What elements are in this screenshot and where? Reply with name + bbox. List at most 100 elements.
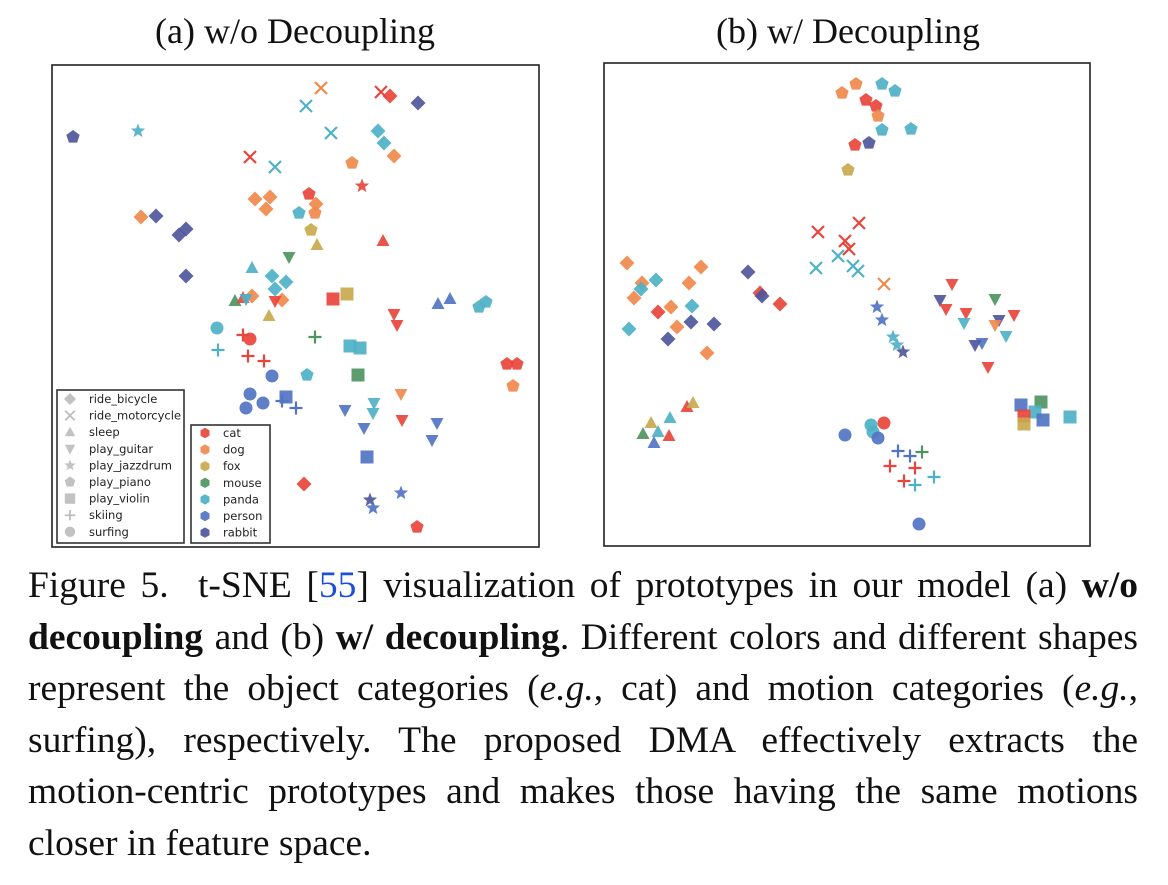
tsne-figure: (a) w/o Decoupling (b) w/ Decoupling rid…: [51, 11, 1091, 548]
scatter-point-play-piano-panda: [300, 368, 314, 381]
scatter-point-play-guitar-person: [425, 435, 439, 447]
panel-a-points: [66, 81, 524, 533]
scatter-point-play-piano-dog: [871, 109, 885, 122]
legend-label-fox: fox: [223, 459, 241, 473]
legend-marker-fox: [200, 461, 210, 472]
panel-b-title: (b) w/ Decoupling: [716, 11, 980, 51]
scatter-point-play-guitar-mouse: [282, 252, 296, 264]
scatter-point-ride-bicycle-dog: [693, 259, 709, 275]
scatter-point-play-jazzdrum-person: [365, 500, 381, 515]
scatter-point-ride-motorcycle-panda: [268, 160, 282, 174]
scatter-point-surfing-person: [838, 428, 852, 442]
scatter-point-ride-bicycle-rabbit: [706, 316, 722, 332]
caption-bold-b: w/ decoupling: [335, 616, 560, 658]
scatter-point-play-piano-panda: [904, 122, 918, 135]
scatter-point-ride-motorcycle-panda: [851, 264, 865, 278]
scatter-point-ride-bicycle-rabbit: [410, 95, 426, 111]
scatter-point-ride-motorcycle-cat: [852, 216, 866, 230]
legend-label-ride-bicycle: ride_bicycle: [89, 392, 157, 406]
scatter-point-play-jazzdrum-rabbit: [362, 492, 378, 507]
scatter-point-ride-bicycle-cat: [772, 296, 788, 312]
scatter-point-ride-bicycle-panda: [267, 281, 283, 297]
scatter-point-sleep-person: [431, 297, 445, 309]
scatter-point-play-piano-dog: [345, 156, 359, 169]
scatter-point-play-violin-fox: [340, 287, 354, 301]
scatter-point-sleep-person: [443, 292, 457, 304]
scatter-point-sleep-panda: [663, 411, 677, 423]
caption-text-1: t-SNE [: [197, 565, 319, 606]
scatter-point-play-piano-panda: [875, 123, 889, 136]
scatter-point-play-violin-mouse: [351, 368, 365, 382]
scatter-point-skiing-cat: [257, 354, 271, 368]
scatter-point-play-guitar-person: [430, 418, 444, 430]
caption-text-6: , surfing), respectively. The proposed D…: [28, 668, 1138, 864]
scatter-point-play-guitar-cat: [939, 304, 953, 316]
scatter-point-play-jazzdrum-person: [393, 485, 409, 500]
scatter-point-ride-bicycle-panda: [278, 274, 294, 290]
scatter-point-ride-bicycle-dog: [247, 191, 263, 207]
scatter-point-play-piano-dog: [835, 86, 849, 99]
legend-label-panda: panda: [223, 492, 259, 506]
scatter-point-skiing-person: [289, 401, 303, 415]
scatter-point-play-piano-fox: [841, 163, 855, 176]
scatter-point-ride-motorcycle-panda: [809, 261, 823, 275]
citation-link[interactable]: 55: [318, 565, 357, 606]
caption-eg-2: e.g.: [1074, 668, 1129, 709]
scatter-point-play-guitar-cat: [387, 309, 401, 321]
scatter-point-sleep-mouse: [636, 427, 650, 439]
scatter-point-ride-motorcycle-cat: [243, 150, 257, 164]
scatter-point-play-guitar-dog: [988, 320, 1002, 332]
legend-label-play-piano: play_piano: [89, 475, 151, 489]
legend-label-sleep: sleep: [89, 425, 120, 439]
legend-marker-play-jazzdrum: [64, 459, 76, 471]
legend-marker-panda: [200, 494, 210, 505]
scatter-point-play-piano-cat: [510, 357, 524, 370]
scatter-point-play-guitar-panda: [366, 408, 380, 420]
legend-marker-cat: [200, 427, 210, 439]
scatter-point-ride-motorcycle-panda: [299, 99, 313, 113]
legend-marker-sleep: [64, 426, 76, 437]
scatter-point-play-piano-panda: [292, 206, 306, 219]
caption-bold-a: w/o decoupling: [28, 565, 1138, 658]
scatter-point-ride-bicycle-panda: [648, 272, 664, 288]
scatter-point-sleep-cat: [680, 400, 694, 412]
scatter-point-ride-bicycle-dog: [386, 148, 402, 164]
legend-label-mouse: mouse: [223, 476, 262, 490]
panel-b-frame: [603, 62, 1091, 547]
scatter-point-skiing-panda: [211, 343, 225, 357]
scatter-point-surfing-person: [265, 369, 279, 383]
scatter-point-sleep-person: [647, 436, 661, 448]
object-legend: cat dog fox mouse panda person rabbit: [190, 424, 271, 544]
scatter-point-ride-bicycle-dog: [262, 189, 278, 205]
scatter-point-play-piano-cat: [410, 520, 424, 533]
scatter-point-sleep-fox: [262, 309, 276, 321]
caption-text-4: . Different colors and different shapes …: [28, 616, 1138, 710]
scatter-point-play-guitar-cat: [959, 308, 973, 320]
scatter-point-play-guitar-cat: [390, 320, 404, 332]
scatter-point-ride-bicycle-rabbit: [660, 331, 676, 347]
scatter-point-skiing-person: [903, 449, 917, 463]
legend-label-rabbit: rabbit: [223, 526, 258, 540]
scatter-point-play-guitar-mouse: [988, 294, 1002, 306]
legend-marker-mouse: [200, 477, 210, 488]
scatter-point-play-jazzdrum-rabbit: [895, 344, 911, 359]
scatter-point-play-jazzdrum-person: [869, 299, 885, 314]
legend-label-dog: dog: [223, 443, 245, 457]
legend-label-play-guitar: play_guitar: [89, 442, 153, 456]
scatter-point-play-piano-panda: [472, 300, 486, 313]
scatter-point-ride-bicycle-cat: [650, 304, 666, 320]
panel-a-title: (a) w/o Decoupling: [155, 11, 435, 51]
scatter-point-ride-bicycle-rabbit: [178, 268, 194, 284]
scatter-point-play-piano-rabbit: [66, 130, 80, 143]
scatter-point-ride-bicycle-dog: [619, 255, 635, 271]
scatter-point-play-guitar-cat: [981, 362, 995, 374]
scatter-point-play-guitar-panda: [367, 398, 381, 410]
legend-label-ride-motorcycle: ride_motorcycle: [89, 409, 181, 423]
scatter-point-skiing-cat: [241, 349, 255, 363]
scatter-point-play-guitar-rabbit: [968, 340, 982, 352]
figure-label: Figure 5.: [28, 565, 169, 606]
scatter-point-surfing-cat: [243, 332, 257, 346]
legend-label-play-violin: play_violin: [89, 492, 150, 506]
scatter-point-play-piano-rabbit: [862, 136, 876, 149]
scatter-point-play-violin-person: [1036, 413, 1050, 427]
